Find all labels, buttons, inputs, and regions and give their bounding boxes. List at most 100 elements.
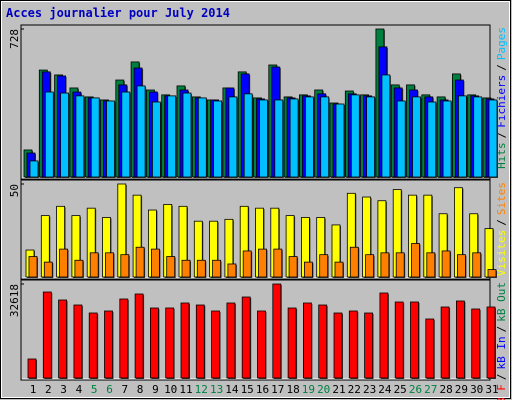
x-tick-label: 10 — [164, 383, 177, 396]
bar — [272, 283, 282, 379]
bar — [257, 310, 266, 379]
bar — [121, 91, 131, 178]
x-tick-label: 27 — [424, 383, 437, 396]
bar — [304, 96, 314, 178]
bar — [259, 99, 268, 178]
bar — [180, 302, 190, 379]
x-tick-label: 13 — [210, 383, 223, 396]
bar — [425, 318, 435, 379]
bar — [426, 252, 436, 278]
bar — [394, 301, 404, 379]
x-tick-label: 24 — [378, 383, 392, 396]
x-tick-label: 20 — [317, 383, 330, 396]
x-tick-label: 11 — [179, 383, 192, 396]
legend-entry: Fichiers — [495, 75, 508, 128]
legend-separator: / — [495, 326, 508, 333]
bar — [333, 312, 343, 379]
bar — [303, 261, 313, 278]
bar — [488, 99, 498, 178]
bar — [287, 307, 297, 379]
chart-title: Acces journalier pour July 2014 — [6, 6, 230, 20]
bar — [167, 95, 177, 178]
bar — [258, 248, 267, 278]
bar — [104, 310, 113, 379]
bar — [396, 100, 406, 178]
bar — [28, 256, 38, 278]
x-tick-label: 23 — [363, 383, 376, 396]
x-tick-label: 25 — [394, 383, 407, 396]
bar — [42, 291, 52, 379]
bar — [427, 101, 437, 178]
bar — [74, 259, 84, 278]
x-tick-label: 4 — [76, 383, 83, 396]
bar — [380, 252, 390, 278]
bar — [302, 302, 312, 379]
bar — [75, 95, 85, 178]
legend-entry: kB Out — [495, 282, 508, 322]
x-tick-label: 22 — [348, 383, 361, 396]
bar — [442, 100, 452, 178]
bar — [134, 293, 144, 379]
bar — [29, 160, 39, 178]
bar — [456, 254, 466, 278]
bar — [119, 298, 129, 379]
x-tick-label: 5 — [91, 383, 98, 396]
legend-entry: Visites — [495, 230, 508, 276]
bar — [88, 312, 98, 379]
x-tick-label: 9 — [152, 383, 159, 396]
bar — [395, 252, 405, 278]
bar — [243, 93, 253, 178]
bar — [487, 269, 497, 278]
legend-separator: / — [495, 374, 508, 381]
bar — [366, 96, 376, 178]
x-tick-label: 19 — [302, 383, 315, 396]
legend: Visites / Sites — [495, 182, 508, 276]
bar — [226, 302, 236, 379]
bar — [457, 95, 467, 178]
bar — [349, 246, 359, 278]
y-tick-label: 50 — [8, 184, 21, 197]
x-tick-label: 15 — [241, 383, 254, 396]
bar — [90, 97, 100, 178]
bar — [227, 263, 237, 278]
bar — [319, 254, 329, 278]
bar — [211, 310, 221, 379]
bar — [410, 301, 419, 379]
bar — [350, 94, 360, 178]
y-tick-label: 32618 — [8, 284, 21, 317]
legend-separator: / — [495, 132, 508, 139]
bar — [318, 304, 328, 379]
bar — [441, 250, 451, 278]
legend-entry: Sites — [495, 182, 508, 215]
bar — [149, 307, 159, 379]
bar — [165, 307, 175, 379]
x-tick-label: 21 — [332, 383, 345, 396]
legend-separator: / — [495, 219, 508, 226]
x-tick-label: 26 — [409, 383, 422, 396]
x-tick-label: 18 — [286, 383, 299, 396]
legend: Hits / Fichiers / Pages — [495, 27, 508, 169]
bar — [212, 259, 222, 278]
x-tick-label: 17 — [271, 383, 284, 396]
bar — [89, 252, 99, 278]
bar — [181, 259, 191, 278]
x-tick-label: 1 — [30, 383, 37, 396]
bar — [73, 304, 83, 379]
bar — [472, 252, 482, 278]
bar — [411, 243, 420, 278]
bar — [136, 85, 146, 178]
bar — [440, 306, 450, 379]
bar — [196, 259, 206, 278]
legend-separator: / — [495, 64, 508, 71]
bar — [105, 252, 114, 278]
bar — [274, 99, 284, 178]
bar — [471, 308, 481, 379]
x-tick-label: 7 — [121, 383, 128, 396]
bar — [150, 248, 160, 278]
x-tick-label: 8 — [137, 383, 144, 396]
bar — [486, 306, 496, 379]
x-tick-label: 31 — [485, 383, 498, 396]
bar — [412, 96, 421, 178]
